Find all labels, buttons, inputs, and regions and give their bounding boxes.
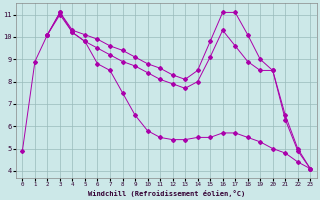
X-axis label: Windchill (Refroidissement éolien,°C): Windchill (Refroidissement éolien,°C) [88, 190, 245, 197]
